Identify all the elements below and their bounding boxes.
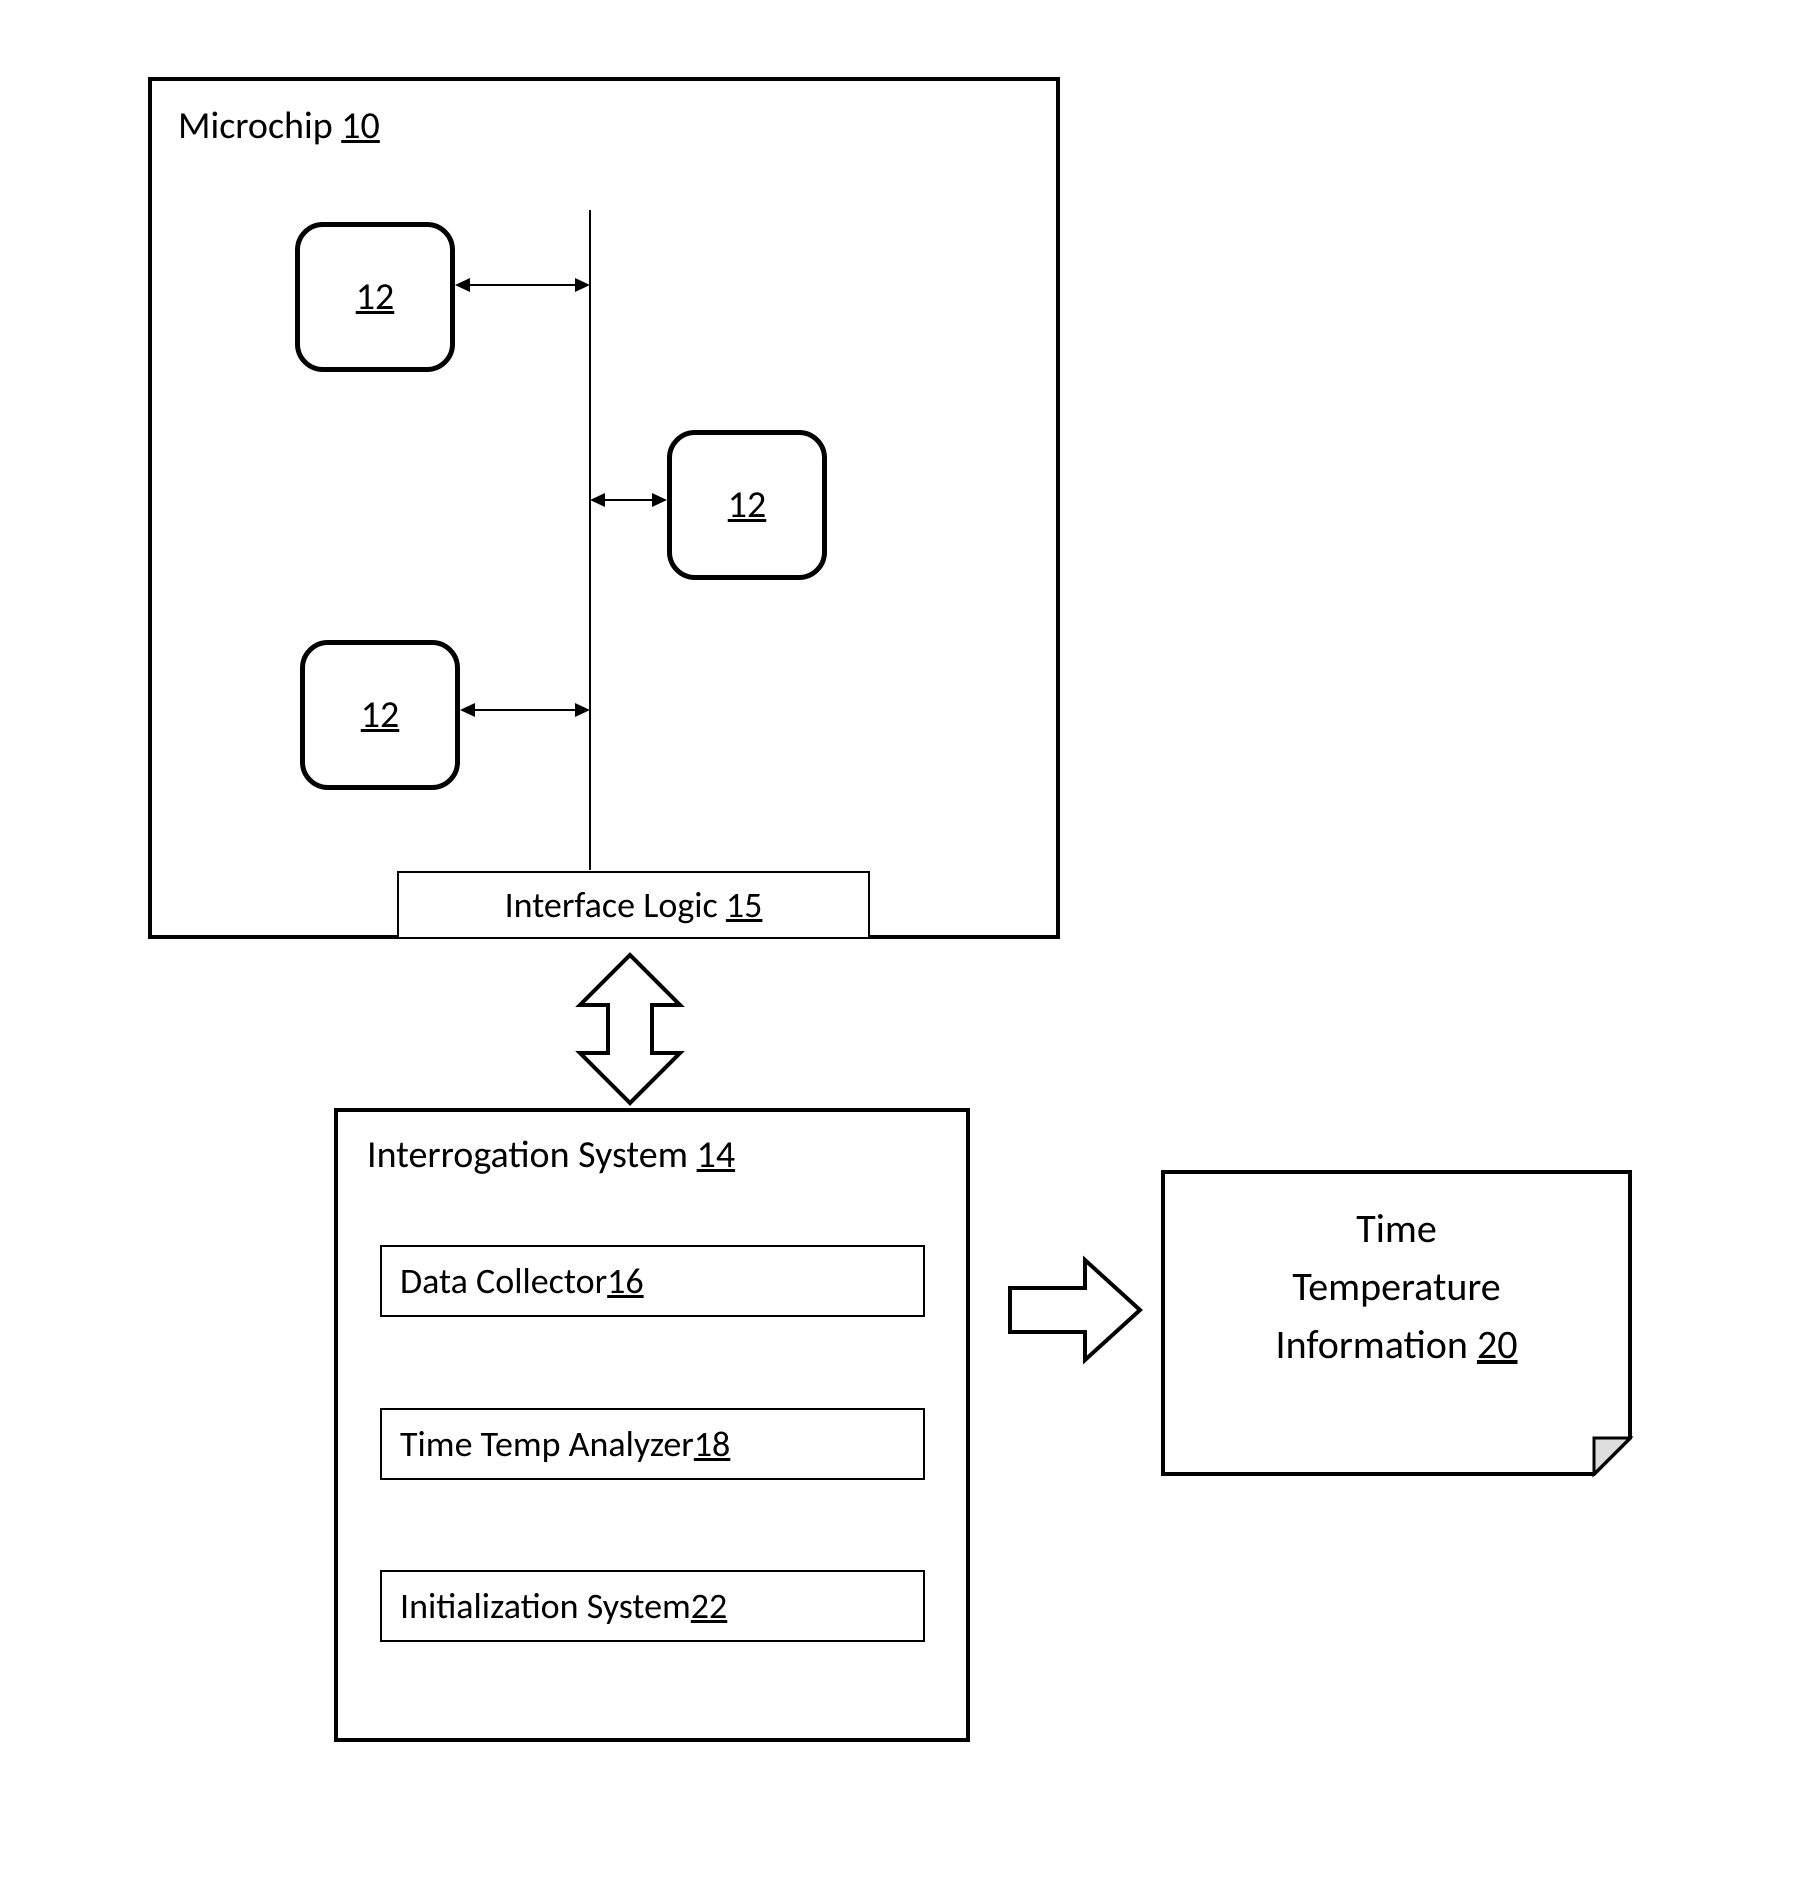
output-line3-prefix: Information: [1276, 1320, 1477, 1369]
output-note: [0, 0, 1796, 1879]
output-note-text: Time Temperature Information 20: [1163, 1200, 1630, 1374]
output-ref: 20: [1477, 1320, 1518, 1369]
output-line1: Time: [1163, 1200, 1630, 1258]
output-line2: Temperature: [1163, 1258, 1630, 1316]
